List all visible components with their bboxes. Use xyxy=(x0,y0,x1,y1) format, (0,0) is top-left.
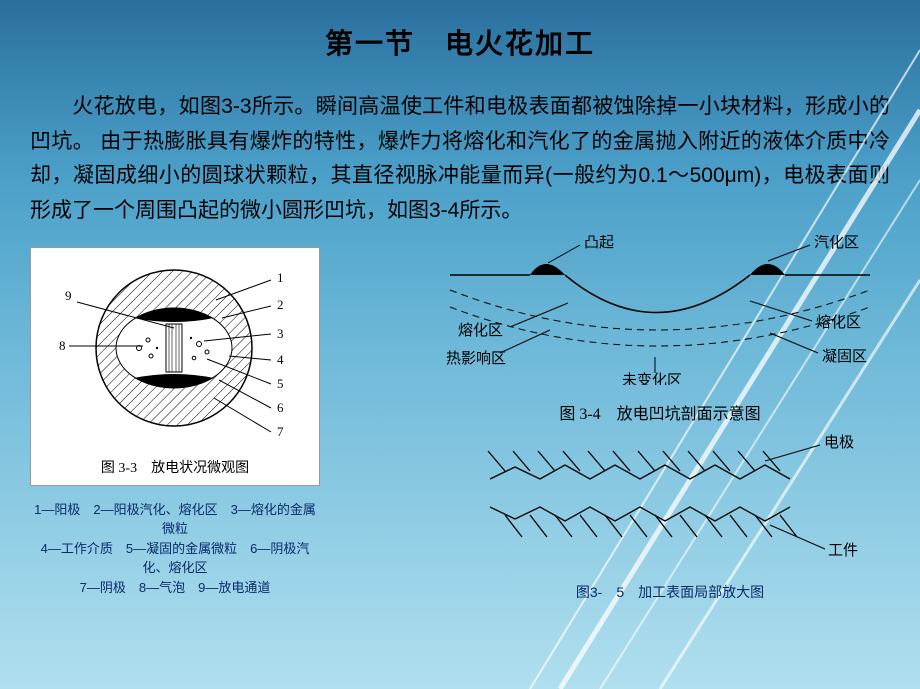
fig34-label-melt-l: 熔化区 xyxy=(458,322,503,339)
fig33-num-7: 7 xyxy=(277,424,284,439)
fig35-label-electrode: 电极 xyxy=(824,434,854,451)
legend-line-3: 7—阴极 8—气泡 9—放电通道 xyxy=(30,578,320,598)
fig33-num-2: 2 xyxy=(277,297,284,312)
figures-area: 1 2 3 4 5 6 7 8 9 图 3-3 放电状况微观图 1—阳极 2—阳… xyxy=(0,229,920,609)
fig33-num-3: 3 xyxy=(277,326,284,341)
fig33-num-8: 8 xyxy=(59,338,66,353)
fig34-label-vapor: 汽化区 xyxy=(814,235,859,251)
figure-3-3-legend: 1—阳极 2—阳极汽化、熔化区 3—熔化的金属微粒 4—工作介质 5—凝固的金属… xyxy=(30,500,320,598)
legend-line-1: 1—阳极 2—阳极汽化、熔化区 3—熔化的金属微粒 xyxy=(30,500,320,539)
figure-3-5-caption: 图3- 5 加工表面局部放大图 xyxy=(460,582,880,602)
fig34-label-solid: 凝固区 xyxy=(822,348,867,365)
figure-3-3-image: 1 2 3 4 5 6 7 8 9 图 3-3 放电状况微观图 xyxy=(30,247,320,486)
fig33-num-5: 5 xyxy=(277,376,284,391)
body-paragraph: 火花放电，如图3-3所示。瞬间高温使工件和电极表面都被蚀除掉一小块材料，形成小的… xyxy=(0,62,920,229)
paragraph-text: 火花放电，如图3-3所示。瞬间高温使工件和电极表面都被蚀除掉一小块材料，形成小的… xyxy=(30,95,890,222)
page-title: 第一节 电火花加工 xyxy=(0,0,920,62)
figure-3-3: 1 2 3 4 5 6 7 8 9 图 3-3 放电状况微观图 1—阳极 2—阳… xyxy=(30,247,320,598)
fig35-label-workpiece: 工件 xyxy=(828,542,858,559)
legend-line-2: 4—工作介质 5—凝固的金属微粒 6—阴极汽化、熔化区 xyxy=(30,539,320,578)
fig33-num-4: 4 xyxy=(277,352,284,367)
fig34-label-unchanged: 未变化区 xyxy=(622,372,682,385)
fig34-label-bump: 凸起 xyxy=(584,235,614,251)
fig33-num-1: 1 xyxy=(277,270,284,285)
figure-3-5: 电极 工件 图3- 5 加工表面局部放大图 xyxy=(460,429,880,602)
figure-3-3-caption: 图 3-3 放电状况微观图 xyxy=(39,457,311,477)
fig34-label-melt-r: 熔化区 xyxy=(816,314,861,331)
fig33-num-6: 6 xyxy=(277,400,284,415)
fig34-label-haz: 热影响区 xyxy=(446,350,506,367)
figure-3-4: 凸起 汽化区 熔化区 熔化区 热影响区 未变化区 凝固区 图 3-4 放电凹坑剖… xyxy=(440,235,880,424)
fig33-num-9: 9 xyxy=(65,288,72,303)
figure-3-4-caption: 图 3-4 放电凹坑剖面示意图 xyxy=(440,400,880,424)
